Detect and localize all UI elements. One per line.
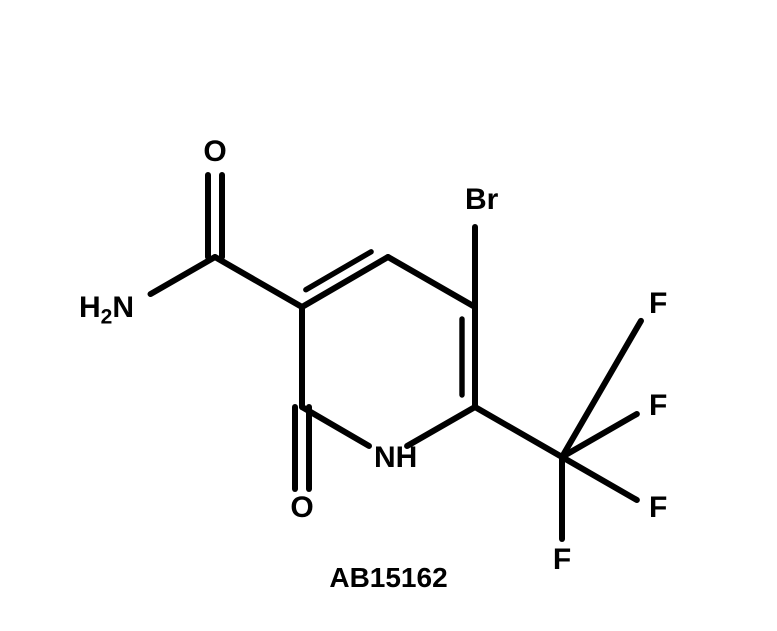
- molecule-svg: NHOOH2NBrFFFF: [0, 0, 777, 631]
- atom-label-f13: F: [649, 389, 667, 422]
- atom-label-n6: NH: [374, 441, 417, 474]
- atom-label-o9: O: [203, 135, 226, 168]
- compound-id-caption: AB15162: [0, 562, 777, 594]
- atom-label-f15: F: [649, 491, 667, 524]
- atom-label-br11: Br: [465, 183, 499, 216]
- atom-label-n10: H2N: [79, 291, 134, 329]
- atom-label-f16: F: [649, 287, 667, 320]
- chemical-structure-canvas: NHOOH2NBrFFFF AB15162: [0, 0, 777, 631]
- atom-label-o7: O: [290, 491, 313, 524]
